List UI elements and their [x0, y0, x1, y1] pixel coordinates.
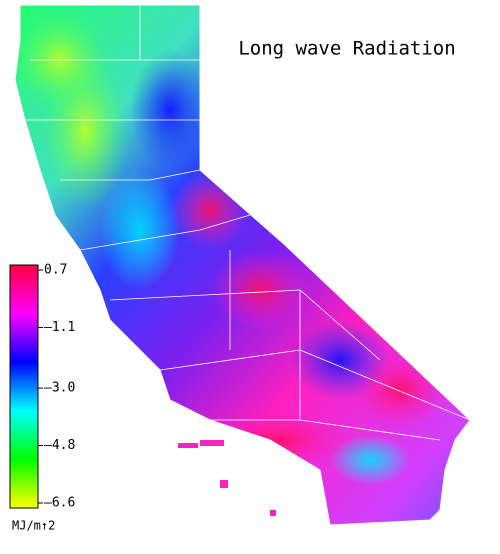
colorbar-tick-label: –4.8: [44, 438, 75, 453]
county-lines: [25, 5, 471, 441]
colorbar-unit: MJ/m↑2: [12, 519, 55, 533]
islands: [178, 440, 276, 516]
colorbar-tick-label: 0.7: [44, 263, 67, 278]
map-title: Long wave Radiation: [238, 38, 455, 60]
colorbar: [9, 264, 39, 509]
colorbar-tick-label: –3.0: [44, 381, 75, 396]
colorbar-tick-label: –6.6: [44, 496, 75, 511]
colorbar-tick-label: –1.1: [44, 320, 75, 335]
